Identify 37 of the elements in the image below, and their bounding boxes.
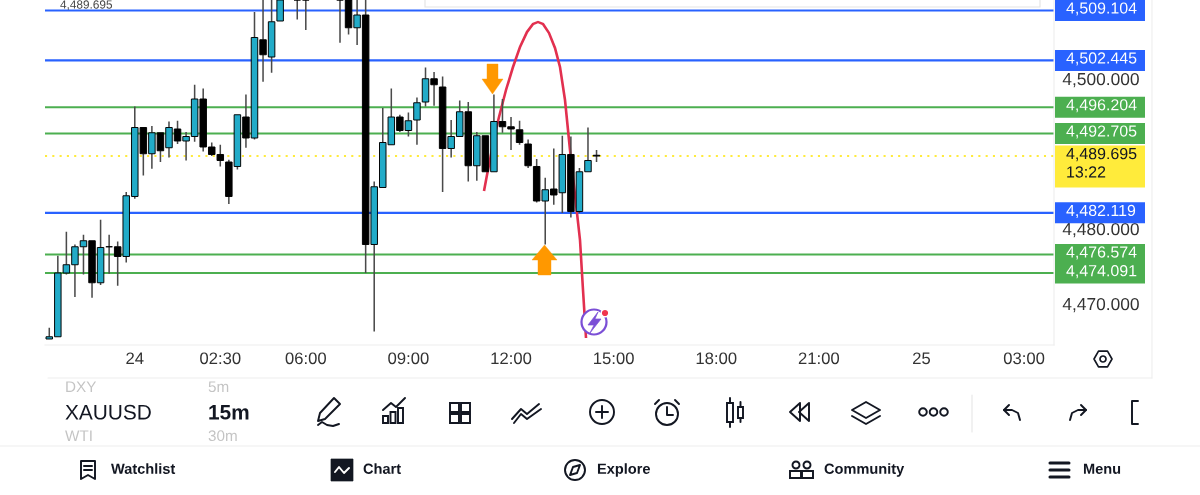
text: 15m: [209, 405, 249, 420]
ref-line-label: 4,509.104: [1066, 2, 1137, 16]
x-tick-label: 12:00: [491, 352, 532, 365]
ref-line-label: 4,482.119: [1066, 204, 1136, 218]
x-tick-label: 02:30: [200, 352, 241, 365]
x-tick-label: 09:00: [388, 352, 429, 365]
y-tick-label: 4,470.000: [1062, 297, 1139, 313]
ref-line-label: 4,492.705: [1066, 125, 1137, 139]
x-tick-label: 24: [126, 352, 144, 365]
annotation: 4,489.695: [60, 0, 113, 11]
text: 5m: [208, 381, 229, 393]
y-tick-label: 4,500.000: [1062, 72, 1139, 88]
y-tick-label: 4,480.000: [1062, 222, 1139, 238]
x-tick-label: 18:00: [696, 352, 737, 365]
candlestick: [336, 0, 344, 44]
x-tick-label: 25: [913, 352, 931, 365]
candlestick: [524, 138, 532, 169]
ref-line-label: 4,502.445: [1066, 52, 1137, 66]
x-tick-label: 21:00: [798, 352, 840, 365]
ref-line-label: 4,489.695 13:22: [1066, 147, 1137, 178]
candlestick: [293, 0, 301, 21]
text: Chart: [363, 463, 401, 474]
text: XAUUSD: [65, 404, 151, 420]
ref-line-label: 4,476.574: [1066, 246, 1137, 260]
candlestick: [302, 0, 310, 31]
ref-line-label: 4,474.091: [1066, 264, 1137, 279]
text: DXY: [66, 381, 97, 392]
text: Menu: [1083, 463, 1121, 474]
text: Watchlist: [111, 463, 176, 474]
x-tick-label: 06:00: [285, 352, 326, 365]
text: WTI: [65, 430, 92, 441]
text: 30m: [208, 430, 237, 442]
text: Community: [824, 463, 905, 477]
x-tick-label: 03:00: [1003, 352, 1045, 365]
ref-line-label: 4,496.204: [1066, 99, 1137, 113]
text: Explore: [597, 463, 650, 477]
x-tick-label: 15:00: [594, 352, 634, 365]
